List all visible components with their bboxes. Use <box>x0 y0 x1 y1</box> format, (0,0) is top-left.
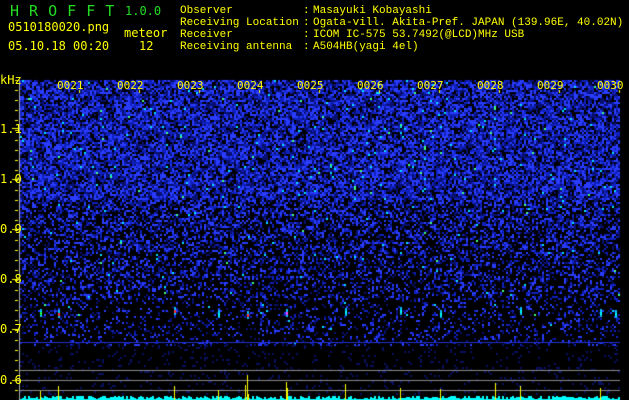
info-sep: : <box>303 41 310 53</box>
meteor-count: 12 <box>139 39 154 53</box>
info-sep: : <box>303 5 310 17</box>
x-tick-label: 0024 <box>237 79 264 92</box>
y-tick-label: 0.8 <box>0 272 22 286</box>
y-tick-label: 0.9 <box>0 222 22 236</box>
datetime: 05.10.18 00:20 <box>8 39 110 53</box>
y-axis-unit: kHz <box>0 73 22 87</box>
y-tick-label: 0.6 <box>0 373 22 387</box>
app-title: H R O F F T <box>10 2 115 20</box>
y-tick-label: 1.0 <box>0 172 22 186</box>
info-sep: : <box>303 17 310 29</box>
info-label: Receiving antenna <box>180 41 293 53</box>
x-tick-label: 0022 <box>117 79 144 92</box>
x-tick-label: 0030 <box>597 79 624 92</box>
info-value: Ogata-vill. Akita-Pref. JAPAN (139.96E, … <box>313 17 624 29</box>
x-tick-label: 0021 <box>57 79 84 92</box>
app-version: 1.0.0 <box>125 4 162 18</box>
info-label: Receiving Location <box>180 17 299 29</box>
x-tick-label: 0029 <box>537 79 564 92</box>
y-tick-label: 0.7 <box>0 322 22 336</box>
filename: 0510180020.png <box>8 20 110 34</box>
meteor-label: meteor <box>124 26 168 40</box>
info-value: Masayuki Kobayashi <box>313 5 432 17</box>
x-tick-label: 0025 <box>297 79 324 92</box>
info-label: Observer <box>180 5 233 17</box>
info-value: ICOM IC-575 53.7492(@LCD)MHz USB <box>313 29 525 41</box>
x-tick-label: 0027 <box>417 79 444 92</box>
info-sep: : <box>303 29 310 41</box>
x-tick-label: 0023 <box>177 79 204 92</box>
x-tick-label: 0028 <box>477 79 504 92</box>
y-tick-label: 1.1 <box>0 122 22 136</box>
x-tick-label: 0026 <box>357 79 384 92</box>
info-label: Receiver <box>180 29 233 41</box>
info-value: A504HB(yagi 4el) <box>313 41 419 53</box>
